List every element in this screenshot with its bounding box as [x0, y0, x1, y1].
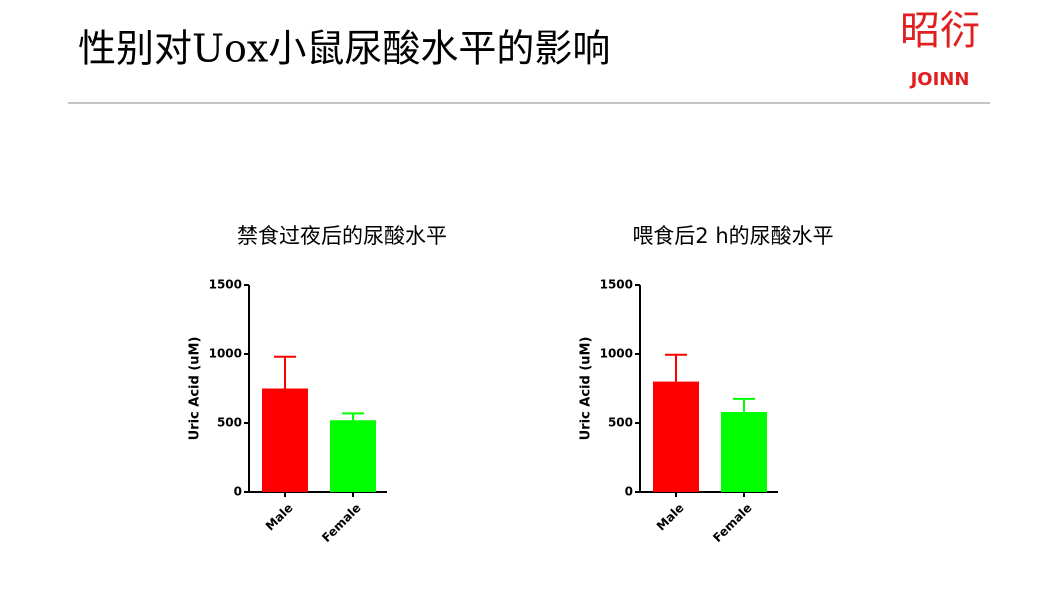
y-tick-label: 500: [217, 416, 242, 430]
slide-title: 性别对Uox小鼠尿酸水平的影响: [78, 27, 610, 71]
chart-title: 禁食过夜后的尿酸水平: [237, 224, 447, 248]
bar: [330, 420, 376, 492]
x-tick-label: Female: [710, 501, 754, 545]
x-tick-label: Male: [263, 501, 296, 534]
y-tick-label: 1500: [209, 278, 242, 292]
bar: [653, 381, 699, 492]
x-tick-label: Female: [319, 501, 363, 545]
y-tick-label: 0: [625, 485, 633, 499]
chart-title: 喂食后2 h的尿酸水平: [632, 224, 833, 248]
y-tick-label: 1000: [600, 347, 633, 361]
logo-en: JOINN: [909, 69, 970, 90]
bar: [721, 411, 767, 492]
bar: [262, 388, 308, 492]
y-axis-label: Uric Acid (uM): [188, 337, 203, 441]
y-tick-label: 0: [234, 485, 242, 499]
y-axis-label: Uric Acid (uM): [579, 337, 594, 441]
y-tick-label: 1000: [209, 347, 242, 361]
y-tick-label: 500: [608, 416, 633, 430]
logo-cn: 昭衍: [900, 8, 980, 54]
y-tick-label: 1500: [600, 278, 633, 292]
x-tick-label: Male: [654, 501, 687, 534]
